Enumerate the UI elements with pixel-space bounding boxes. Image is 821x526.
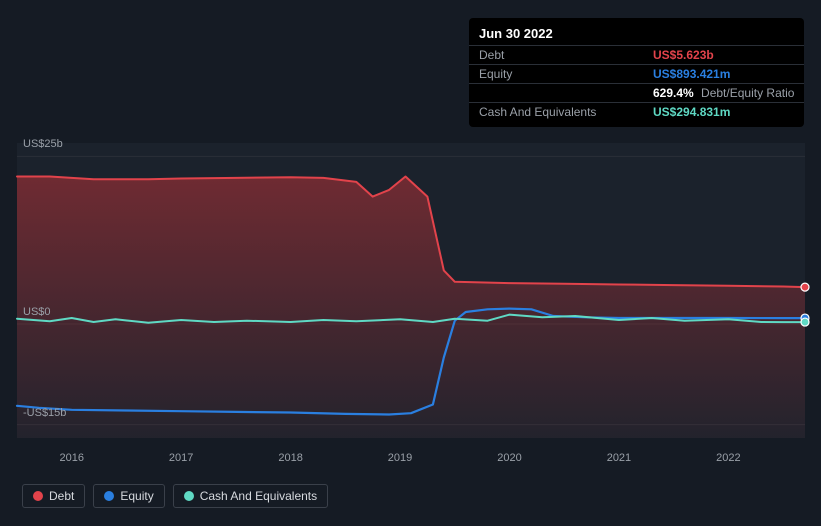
tooltip-row-value: US$893.421m — [653, 67, 730, 81]
x-tick-label: 2022 — [716, 452, 740, 464]
tooltip-row: Debt US$5.623b — [469, 45, 804, 64]
legend-label: Cash And Equivalents — [200, 489, 317, 503]
x-tick-label: 2019 — [388, 452, 412, 464]
x-tick-label: 2021 — [607, 452, 631, 464]
x-tick-label: 2018 — [278, 452, 302, 464]
chart-legend: Debt Equity Cash And Equivalents — [22, 484, 328, 508]
tooltip-ratio-pct: 629.4% — [653, 86, 694, 100]
tooltip-ratio-row: 629.4% Debt/Equity Ratio — [469, 83, 804, 102]
tooltip-cash-value: US$294.831m — [653, 105, 730, 119]
tooltip-cash-row: Cash And Equivalents US$294.831m — [469, 102, 804, 121]
y-tick-label: -US$15b — [23, 407, 83, 419]
legend-item-cash-and-equivalents[interactable]: Cash And Equivalents — [173, 484, 328, 508]
tooltip-date: Jun 30 2022 — [469, 24, 804, 45]
tooltip-row-label: Debt — [479, 48, 629, 62]
y-tick-label: US$0 — [23, 306, 83, 318]
x-tick-label: 2020 — [497, 452, 521, 464]
legend-item-debt[interactable]: Debt — [22, 484, 85, 508]
tooltip-row-label: Equity — [479, 67, 629, 81]
legend-item-equity[interactable]: Equity — [93, 484, 164, 508]
chart-tooltip: Jun 30 2022 Debt US$5.623b Equity US$893.42… — [469, 18, 804, 127]
legend-label: Equity — [120, 489, 153, 503]
tooltip-ratio-label: Debt/Equity Ratio — [701, 86, 794, 100]
x-tick-label: 2016 — [59, 452, 83, 464]
tooltip-ratio-spacer — [479, 86, 629, 100]
legend-swatch — [104, 491, 114, 501]
tooltip-cash-label: Cash And Equivalents — [479, 105, 629, 119]
x-tick-label: 2017 — [169, 452, 193, 464]
y-tick-label: US$25b — [23, 138, 83, 150]
tooltip-row-value: US$5.623b — [653, 48, 714, 62]
legend-swatch — [184, 491, 194, 501]
tooltip-row: Equity US$893.421m — [469, 64, 804, 83]
legend-swatch — [33, 491, 43, 501]
legend-label: Debt — [49, 489, 74, 503]
